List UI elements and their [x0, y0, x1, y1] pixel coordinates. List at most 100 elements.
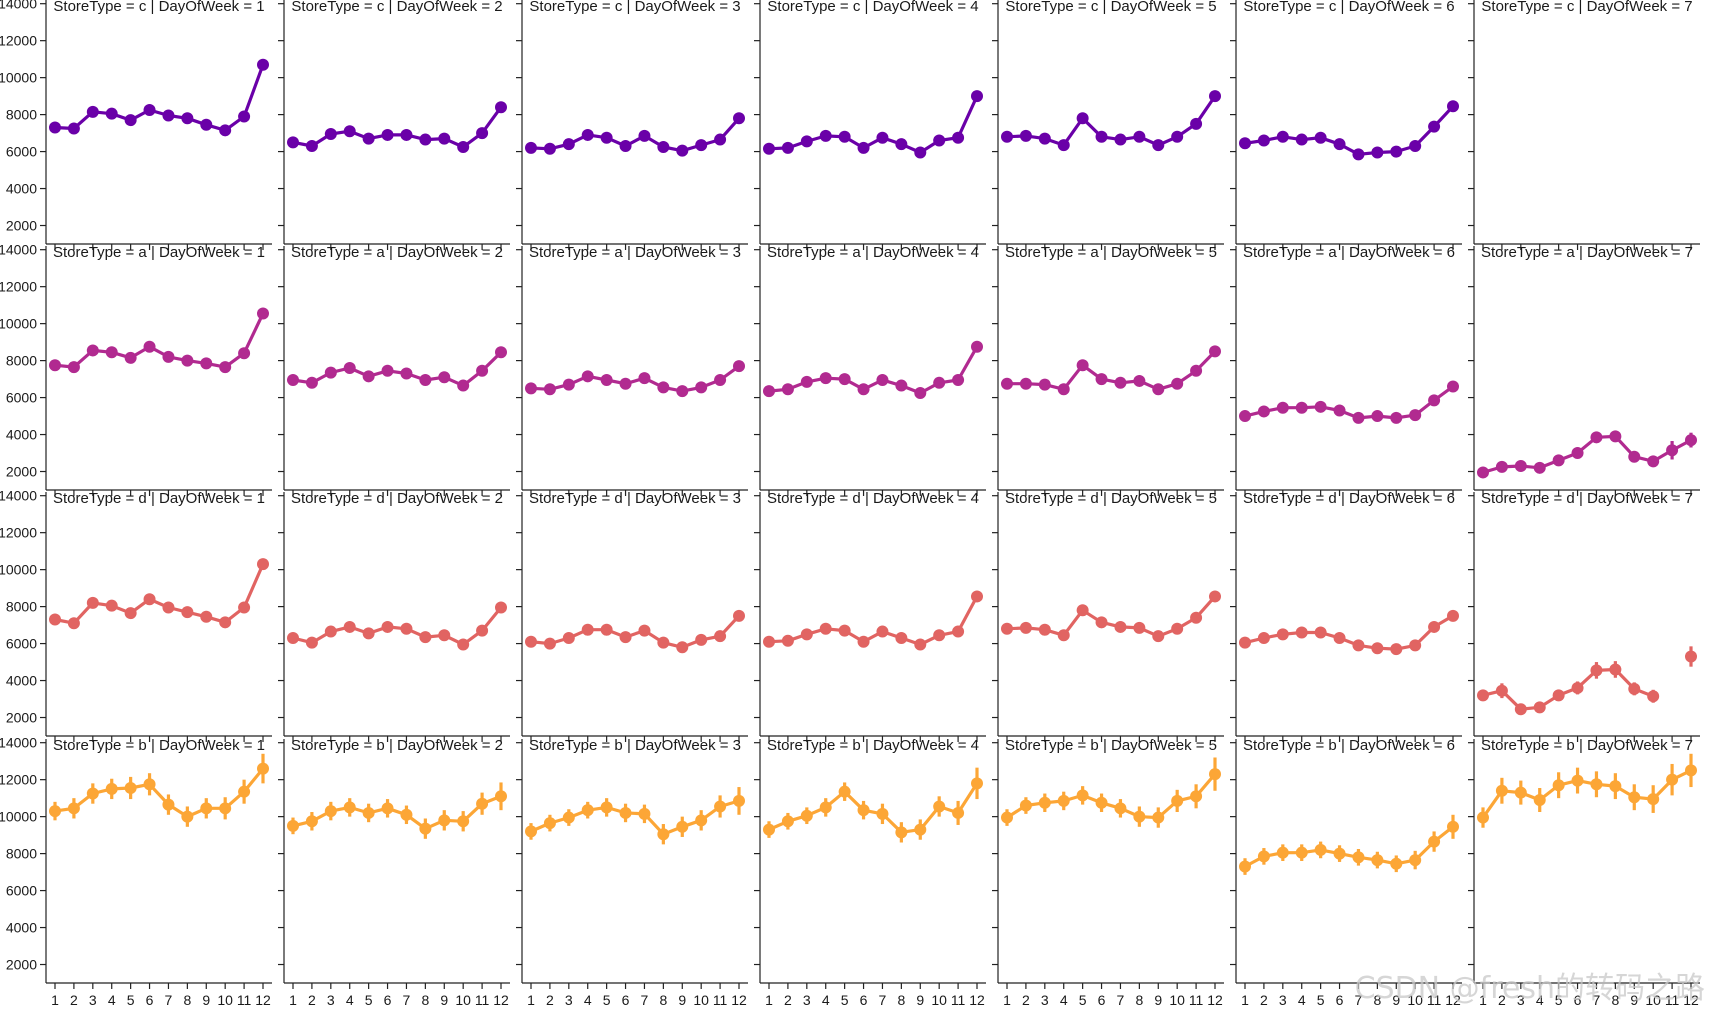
facet-panel-a-7: StoreType = a | DayOfWeek = 7 — [1468, 244, 1700, 496]
facet-title: StoreType = b | DayOfWeek = 2 — [291, 737, 503, 754]
data-point — [1428, 835, 1441, 848]
data-point — [1257, 632, 1270, 645]
data-point — [1390, 857, 1403, 870]
data-point — [1371, 854, 1384, 867]
x-tick-label: 9 — [1154, 992, 1162, 1008]
x-tick-label: 8 — [1611, 992, 1619, 1008]
data-point — [86, 344, 99, 357]
series-line — [1006, 595, 1217, 638]
data-point — [1666, 444, 1679, 457]
data-point — [714, 133, 727, 146]
data-point — [1019, 799, 1032, 812]
y-tick-label: 10000 — [0, 809, 37, 825]
data-point — [105, 107, 118, 120]
data-point — [362, 370, 375, 383]
data-point — [1152, 630, 1165, 643]
data-point — [287, 374, 299, 387]
data-point — [181, 810, 194, 823]
data-point — [219, 802, 232, 815]
data-point — [581, 623, 594, 636]
data-point — [733, 360, 745, 373]
data-point — [638, 129, 651, 142]
data-point — [1295, 401, 1308, 414]
data-point — [219, 361, 232, 374]
data-point — [400, 128, 413, 141]
data-point — [1628, 682, 1641, 695]
series-line — [530, 364, 740, 393]
x-tick-label: 9 — [1630, 992, 1638, 1008]
x-tick-label: 5 — [841, 992, 849, 1008]
x-tick-label: 3 — [89, 992, 97, 1008]
data-point — [895, 826, 908, 839]
data-point — [1447, 380, 1459, 393]
data-point — [438, 814, 451, 827]
y-tick-label: 4000 — [6, 673, 37, 689]
x-tick-label: 2 — [1498, 992, 1506, 1008]
x-tick-label: 1 — [1241, 992, 1249, 1008]
data-point — [1076, 359, 1089, 372]
x-tick-label: 1 — [1479, 992, 1487, 1008]
facet-panel-a-2: StoreType = a | DayOfWeek = 2 — [278, 244, 510, 496]
facet-title: StoreType = a | DayOfWeek = 4 — [767, 244, 979, 261]
x-tick-label: 11 — [237, 992, 252, 1008]
data-point — [1239, 410, 1251, 423]
data-point — [343, 801, 356, 814]
y-tick-label: 14000 — [0, 242, 37, 258]
data-point — [143, 340, 156, 353]
data-point — [1352, 851, 1365, 864]
data-point — [657, 381, 670, 394]
facet-title: StoreType = c | DayOfWeek = 3 — [529, 0, 740, 15]
x-tick-label: 5 — [1555, 992, 1563, 1008]
data-point — [1076, 604, 1089, 617]
data-point — [400, 622, 413, 635]
data-point — [124, 781, 137, 794]
data-point — [362, 806, 375, 819]
facet-title: StoreType = b | DayOfWeek = 7 — [1481, 737, 1693, 754]
x-tick-label: 10 — [1407, 992, 1423, 1008]
data-point — [695, 139, 708, 152]
x-tick-label: 4 — [108, 992, 116, 1008]
x-tick-label: 5 — [603, 992, 611, 1008]
x-tick-label: 5 — [127, 992, 135, 1008]
data-point — [49, 359, 61, 372]
x-tick-label: 6 — [1336, 992, 1344, 1008]
data-point — [1001, 377, 1013, 390]
data-point — [1447, 100, 1459, 113]
data-point — [86, 787, 99, 800]
x-tick-label: 12 — [969, 992, 985, 1008]
data-point — [343, 125, 356, 138]
data-point — [238, 110, 251, 123]
facet-panel-d-7: StoreType = d | DayOfWeek = 7 — [1468, 490, 1700, 742]
data-point — [1038, 132, 1051, 145]
data-point — [1314, 131, 1327, 144]
facet-panel-a-4: StoreType = a | DayOfWeek = 4 — [754, 244, 986, 496]
data-point — [1609, 430, 1622, 443]
data-point — [219, 124, 232, 137]
data-point — [638, 807, 651, 820]
facet-title: StoreType = c | DayOfWeek = 2 — [291, 0, 502, 15]
facet-title: StoreType = d | DayOfWeek = 6 — [1243, 490, 1455, 507]
data-point — [1590, 664, 1603, 677]
series-line — [1244, 105, 1455, 156]
data-point — [971, 590, 983, 603]
data-point — [381, 620, 394, 633]
data-point — [1685, 434, 1697, 447]
data-point — [1190, 364, 1203, 377]
data-point — [1057, 383, 1070, 396]
x-tick-label: 5 — [1317, 992, 1325, 1008]
data-point — [495, 346, 507, 359]
data-point — [1057, 139, 1070, 152]
facet-panel-c-4: StoreType = c | DayOfWeek = 4 — [754, 0, 986, 250]
facet-panel-a-3: StoreType = a | DayOfWeek = 3 — [516, 244, 748, 496]
data-point — [324, 625, 337, 638]
series-line — [1244, 385, 1454, 420]
x-tick-label: 7 — [165, 992, 173, 1008]
data-point — [1190, 790, 1203, 803]
data-point — [324, 366, 337, 379]
facet-title: StoreType = c | DayOfWeek = 1 — [53, 0, 264, 15]
y-tick-label: 4000 — [6, 920, 37, 936]
data-point — [1628, 791, 1641, 804]
data-point — [105, 599, 118, 612]
data-point — [714, 630, 727, 643]
